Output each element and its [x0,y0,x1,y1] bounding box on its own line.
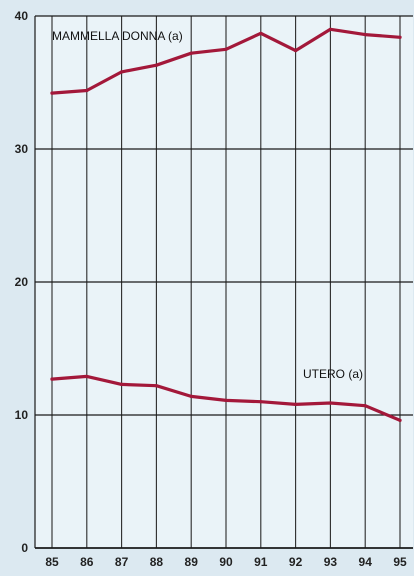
data-point-0-95 [398,35,402,39]
data-point-0-90 [224,47,228,51]
data-point-0-92 [294,48,298,53]
gridlines [34,15,413,549]
data-point-1-95 [398,418,402,422]
series-lines [50,27,402,422]
series-label-mammella-donna: MAMMELLA DONNA (a) [52,29,183,43]
data-point-0-88 [154,63,158,67]
data-point-1-90 [224,398,228,402]
data-point-1-87 [120,382,124,387]
data-point-0-94 [363,33,367,37]
data-point-0-87 [120,70,124,74]
x-axis-ticks: 85 86 87 88 89 90 91 92 93 94 95 [45,555,407,569]
data-point-1-94 [363,404,367,408]
x-tick-label-95: 95 [393,555,407,569]
data-point-1-88 [154,384,158,388]
y-tick-label-0: 0 [21,541,28,555]
y-axis-ticks: 0 10 20 30 40 [15,9,29,555]
data-point-1-85 [50,377,54,381]
series-label-utero: UTERO (a) [303,367,363,381]
y-tick-label-10: 10 [15,408,29,422]
x-tick-label-91: 91 [254,555,268,569]
y-tick-label-40: 40 [15,9,29,23]
data-point-1-91 [259,400,263,404]
x-tick-label-89: 89 [185,555,199,569]
data-point-0-86 [85,88,89,93]
data-point-1-93 [328,401,332,405]
x-tick-label-94: 94 [359,555,373,569]
y-tick-label-30: 30 [15,142,29,156]
data-point-1-89 [189,394,193,398]
y-tick-label-20: 20 [15,275,29,289]
x-tick-label-92: 92 [289,555,303,569]
x-tick-label-93: 93 [324,555,338,569]
data-point-1-86 [85,374,89,379]
data-point-0-85 [50,91,54,95]
x-tick-label-90: 90 [219,555,233,569]
data-point-0-93 [328,27,332,31]
x-tick-label-86: 86 [80,555,94,569]
x-tick-label-88: 88 [150,555,164,569]
data-point-0-91 [259,31,263,35]
x-tick-label-87: 87 [115,555,129,569]
data-point-1-92 [294,402,298,406]
series-labels: MAMMELLA DONNA (a) UTERO (a) [52,29,363,381]
data-point-0-89 [189,51,193,55]
x-tick-label-85: 85 [45,555,59,569]
